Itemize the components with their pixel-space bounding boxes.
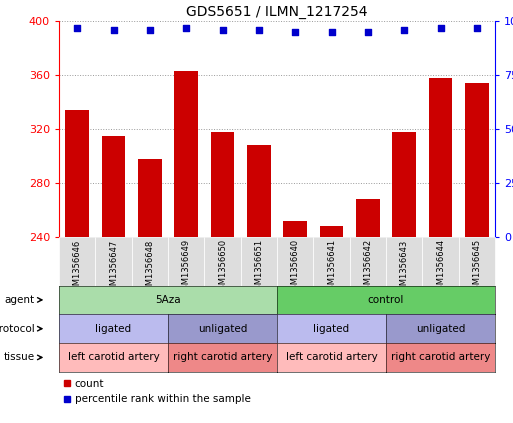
Text: GSM1356642: GSM1356642	[363, 239, 372, 295]
Text: protocol: protocol	[0, 324, 35, 334]
Point	[364, 29, 372, 36]
FancyBboxPatch shape	[313, 237, 350, 286]
Point	[291, 29, 299, 36]
Bar	[138, 159, 162, 237]
Text: unligated: unligated	[198, 324, 247, 334]
Text: GSM1356650: GSM1356650	[218, 239, 227, 295]
Text: GSM1356645: GSM1356645	[472, 239, 481, 295]
Bar	[102, 136, 125, 237]
FancyBboxPatch shape	[386, 237, 422, 286]
Bar	[320, 226, 343, 237]
Text: right carotid artery: right carotid artery	[173, 352, 272, 363]
Bar	[392, 132, 416, 237]
FancyBboxPatch shape	[132, 237, 168, 286]
Point	[437, 24, 445, 31]
FancyBboxPatch shape	[95, 237, 132, 286]
FancyBboxPatch shape	[241, 237, 277, 286]
Text: left carotid artery: left carotid artery	[286, 352, 378, 363]
Text: GSM1356643: GSM1356643	[400, 239, 409, 296]
Text: ligated: ligated	[313, 324, 349, 334]
Bar	[465, 83, 489, 237]
Text: GSM1356641: GSM1356641	[327, 239, 336, 295]
Text: GSM1356648: GSM1356648	[145, 239, 154, 296]
Text: unligated: unligated	[416, 324, 465, 334]
Text: GSM1356649: GSM1356649	[182, 239, 191, 295]
FancyBboxPatch shape	[168, 237, 204, 286]
Text: tissue: tissue	[4, 352, 35, 363]
Legend: count, percentile rank within the sample: count, percentile rank within the sample	[64, 379, 250, 404]
FancyBboxPatch shape	[59, 237, 95, 286]
Text: 5Aza: 5Aza	[155, 295, 181, 305]
Text: GSM1356646: GSM1356646	[73, 239, 82, 296]
FancyBboxPatch shape	[204, 237, 241, 286]
Point	[219, 26, 227, 33]
Bar	[429, 78, 452, 237]
Bar	[356, 199, 380, 237]
Point	[473, 24, 481, 31]
Text: left carotid artery: left carotid artery	[68, 352, 160, 363]
Point	[182, 24, 190, 31]
Text: ligated: ligated	[95, 324, 131, 334]
Title: GDS5651 / ILMN_1217254: GDS5651 / ILMN_1217254	[186, 5, 368, 19]
FancyBboxPatch shape	[422, 237, 459, 286]
Point	[73, 24, 81, 31]
Point	[400, 26, 408, 33]
Text: GSM1356640: GSM1356640	[291, 239, 300, 295]
Text: GSM1356644: GSM1356644	[436, 239, 445, 295]
Bar	[283, 221, 307, 237]
Text: GSM1356651: GSM1356651	[254, 239, 263, 295]
Text: agent: agent	[5, 295, 35, 305]
Point	[255, 26, 263, 33]
Bar	[174, 71, 198, 237]
Bar	[65, 110, 89, 237]
Point	[327, 29, 336, 36]
FancyBboxPatch shape	[350, 237, 386, 286]
FancyBboxPatch shape	[277, 237, 313, 286]
Text: right carotid artery: right carotid artery	[391, 352, 490, 363]
Bar	[247, 145, 271, 237]
Text: control: control	[368, 295, 404, 305]
FancyBboxPatch shape	[459, 237, 495, 286]
Point	[109, 26, 117, 33]
Point	[146, 26, 154, 33]
Bar	[211, 132, 234, 237]
Text: GSM1356647: GSM1356647	[109, 239, 118, 296]
